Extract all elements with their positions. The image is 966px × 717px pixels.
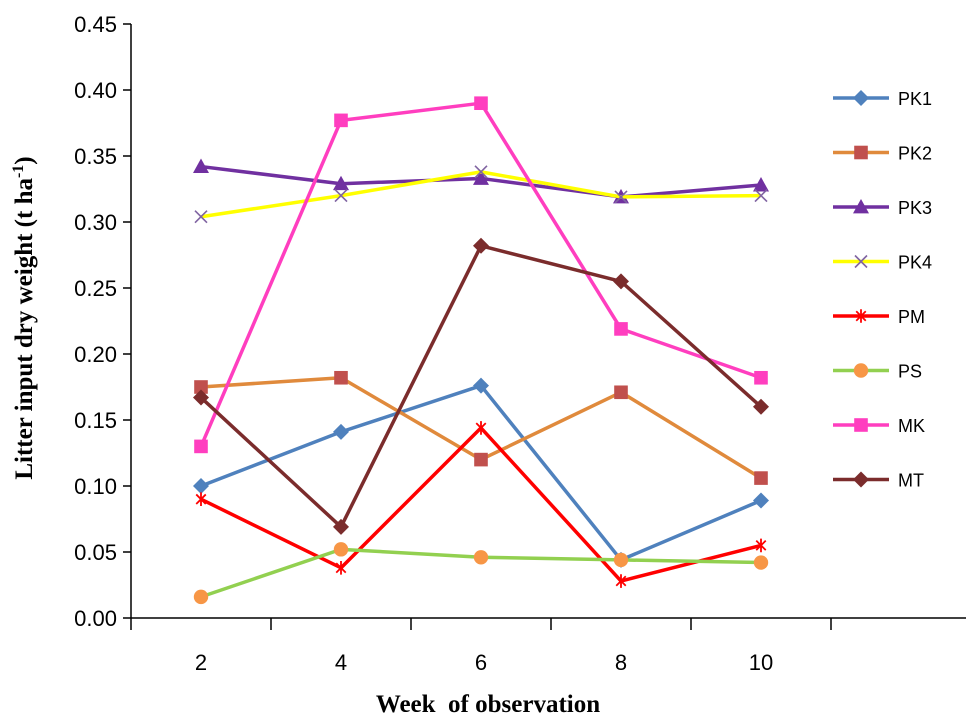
data-point: [193, 158, 209, 173]
data-point: [753, 555, 769, 570]
series-pk4: [194, 165, 768, 224]
data-point: [193, 389, 209, 406]
data-point: [334, 370, 348, 385]
x-tick-label: 2: [195, 650, 207, 675]
legend-item: PK1: [833, 89, 932, 109]
data-point: [194, 210, 208, 224]
series-line: [199, 101, 762, 448]
legend-item: MK: [833, 416, 925, 436]
x-tick-label: 4: [335, 650, 347, 675]
data-point: [194, 439, 208, 454]
legend-label: PS: [898, 362, 922, 382]
data-point: [333, 175, 349, 191]
data-point: [753, 492, 769, 509]
data-point: [754, 370, 768, 385]
data-point: [853, 363, 869, 378]
data-point: [193, 478, 209, 494]
legend-item: MT: [833, 471, 924, 491]
legend-label: PK4: [898, 253, 932, 273]
legend-item: PK3: [833, 198, 932, 218]
series-layer: [193, 96, 769, 605]
y-axis: 0.00 0.05 0.10 0.15 0.20 0.25 0.30 0.35 0.40 0.45: [74, 12, 132, 631]
legend-item: PS: [833, 362, 922, 382]
legend: PK1 PK2 PK3 PK4 PM PS MK MT: [833, 89, 932, 491]
series-pk2: [194, 370, 768, 485]
data-point: [334, 113, 348, 128]
data-point: [473, 377, 489, 394]
data-point: [333, 518, 349, 535]
y-tick-label: 0.30: [74, 210, 117, 235]
series-mk: [194, 96, 768, 454]
data-point: [475, 421, 487, 435]
data-point: [613, 552, 629, 568]
y-tick-label: 0.05: [74, 540, 117, 565]
data-point: [473, 550, 489, 565]
data-point: [753, 177, 769, 192]
data-point: [614, 322, 628, 336]
legend-item: PK4: [833, 253, 932, 273]
y-tick-label: 0.00: [74, 606, 117, 631]
y-tick-label: 0.40: [74, 78, 117, 103]
data-point: [333, 542, 349, 557]
data-point: [753, 398, 769, 415]
legend-label: PK2: [898, 144, 932, 164]
data-point: [474, 165, 488, 179]
x-tick-label: 10: [749, 650, 773, 675]
data-point: [853, 471, 869, 488]
legend-label: MT: [898, 471, 924, 491]
data-point: [334, 189, 348, 203]
data-point: [473, 170, 489, 185]
legend-item: PM: [833, 307, 925, 327]
x-axis: 2 4 6 8 10: [130, 617, 966, 675]
y-tick-label: 0.45: [74, 12, 117, 37]
y-axis-title: Litter input dry weight (t ha-1): [10, 156, 38, 479]
data-point: [194, 380, 208, 394]
data-point: [855, 309, 867, 323]
series-pm: [195, 421, 767, 588]
data-point: [754, 471, 768, 485]
data-point: [614, 190, 628, 204]
legend-label: MK: [898, 416, 925, 436]
legend-label: PK3: [898, 198, 932, 218]
y-tick-label: 0.35: [74, 144, 117, 169]
data-point: [853, 199, 869, 214]
legend-label: PK1: [898, 89, 932, 109]
data-point: [195, 492, 207, 506]
x-tick-label: 6: [475, 650, 487, 675]
series-ps: [193, 542, 769, 605]
data-point: [335, 561, 347, 575]
data-point: [615, 574, 627, 588]
data-point: [854, 145, 868, 160]
data-point: [193, 589, 209, 605]
data-point: [853, 90, 869, 106]
data-point: [854, 418, 868, 432]
data-point: [474, 96, 488, 110]
data-point: [854, 254, 868, 269]
data-point: [754, 189, 768, 203]
y-tick-label: 0.10: [74, 474, 117, 499]
data-point: [614, 385, 628, 400]
y-tick-label: 0.20: [74, 342, 117, 367]
data-point: [474, 452, 488, 467]
data-point: [333, 423, 349, 440]
legend-label: PM: [898, 307, 925, 327]
legend-item: PK2: [833, 144, 932, 164]
x-tick-label: 8: [615, 650, 627, 675]
x-axis-title: Week of observation: [376, 691, 600, 717]
y-tick-label: 0.25: [74, 276, 117, 301]
y-tick-label: 0.15: [74, 408, 117, 433]
data-point: [613, 273, 629, 290]
data-point: [473, 237, 489, 254]
series-mt: [193, 237, 769, 535]
data-point: [755, 538, 767, 553]
